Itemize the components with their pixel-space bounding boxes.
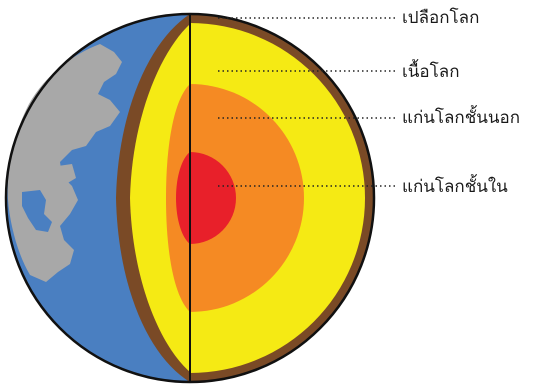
label-outer-core: แก่นโลกชั้นนอก: [402, 108, 520, 128]
inner-core-edge: [176, 152, 190, 244]
continent-bay: [22, 190, 52, 232]
island: [40, 236, 52, 250]
label-mantle: เนื้อโลก: [402, 62, 460, 82]
label-inner-core: แก่นโลกชั้นใน: [402, 177, 508, 197]
inner-core-layer: [190, 152, 236, 244]
mantle-edge: [130, 24, 190, 372]
island: [58, 164, 76, 184]
outer-core-layer: [190, 84, 304, 312]
earth-cross-section: [190, 14, 374, 382]
label-crust: เปลือกโลก: [402, 8, 480, 28]
